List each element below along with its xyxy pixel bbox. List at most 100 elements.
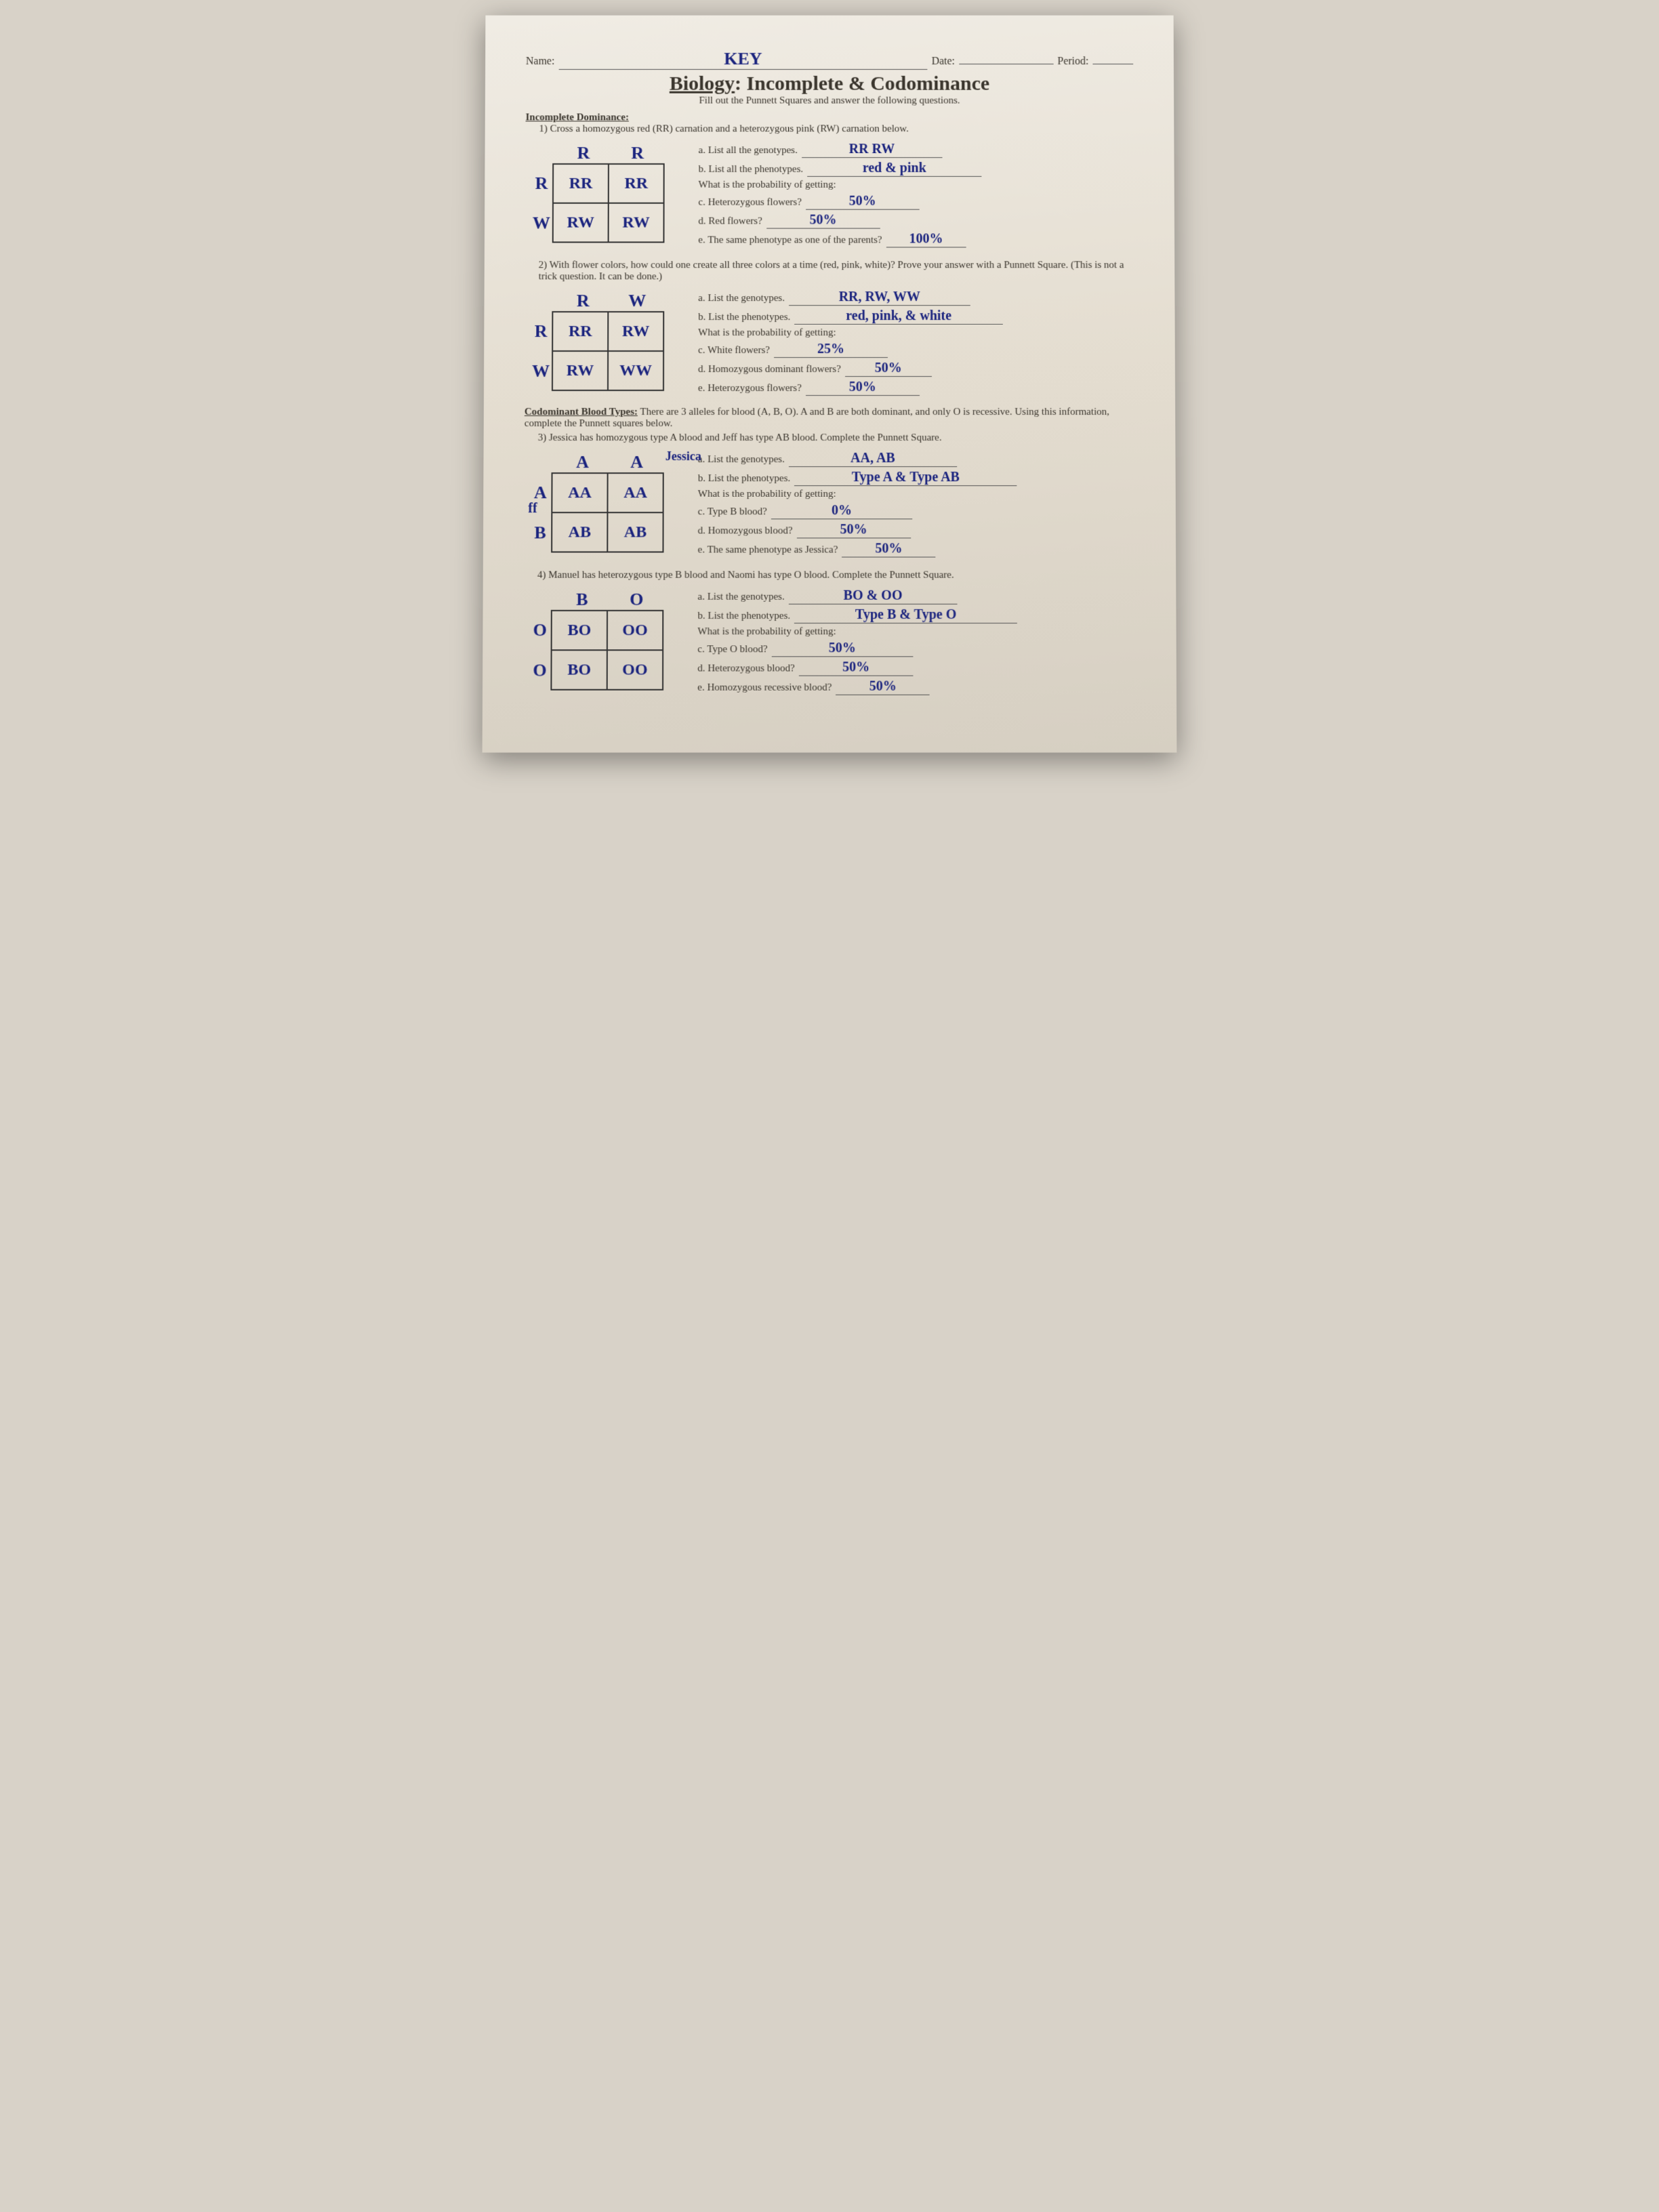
q2-b-ans: red, pink, & white [794, 308, 1003, 325]
q1-cell-10: RW [552, 204, 609, 243]
q1-prob-head: What is the probability of getting: [698, 180, 836, 191]
period-label: Period: [1057, 56, 1088, 68]
q1-b-label: b. List all the phenotypes. [699, 164, 804, 176]
q2-e-label: e. Heterozygous flowers? [698, 383, 802, 394]
q3-cell-01: AA [608, 472, 663, 513]
q3-prob-head: What is the probability of getting: [698, 489, 836, 500]
q3-c-label: c. Type B blood? [698, 506, 767, 518]
q4-top-0: B [555, 590, 609, 610]
q1-d-ans: 50% [766, 213, 880, 229]
q2-d-label: d. Homozygous dominant flowers? [698, 364, 841, 375]
q3-text: Jessica has homozygous type A blood and … [549, 432, 942, 443]
q4-c-ans: 50% [772, 640, 914, 657]
q1-cell-11: RW [609, 204, 665, 243]
q2-top-0: R [556, 291, 610, 311]
q2-number: 2) [539, 260, 548, 270]
q4-b-ans: Type B & Type O [794, 607, 1017, 623]
q4-text-row: 4) Manuel has heterozygous type B blood … [537, 570, 1135, 581]
q4-number: 4) [537, 570, 546, 581]
q1-e-label: e. The same phenotype as one of the pare… [698, 234, 882, 246]
q4-a-ans: BO & OO [789, 588, 958, 605]
q4-text: Manuel has heterozygous type B blood and… [548, 570, 954, 581]
q2-text: With flower colors, how could one create… [539, 260, 1124, 282]
q4-e-label: e. Homozygous recessive blood? [697, 682, 832, 694]
q1-side-0: R [531, 173, 552, 194]
page-title: Biology: Incomplete & Codominance [526, 73, 1134, 96]
q2-punnett: R W R RR RW W RW WW [525, 287, 686, 391]
q3-cell-10: AB [551, 513, 608, 552]
q3-b-ans: Type A & Type AB [794, 470, 1017, 486]
q4-e-ans: 50% [836, 679, 930, 695]
q3-text-row: 3) Jessica has homozygous type A blood a… [538, 432, 1135, 444]
q1-cell-00: RR [552, 163, 609, 204]
q2-side-1: W [530, 361, 552, 382]
q3-d-ans: 50% [796, 522, 910, 538]
q2-c-label: c. White flowers? [698, 345, 770, 356]
q2-answers: a. List the genotypes. RR, RW, WW b. List… [698, 287, 1134, 398]
q4-top-1: O [609, 590, 663, 610]
q3-c-ans: 0% [771, 503, 912, 519]
q1-text-row: 1) Cross a homozygous red (RR) carnation… [539, 123, 1133, 135]
q4-d-label: d. Heterozygous blood? [697, 663, 794, 674]
q2-a-label: a. List the genotypes. [698, 293, 785, 304]
q1-d-label: d. Red flowers? [698, 216, 762, 228]
q1-e-ans: 100% [886, 231, 966, 247]
q3-b-label: b. List the phenotypes. [698, 473, 790, 485]
q4-cell-01: OO [608, 610, 663, 651]
name-value: KEY [558, 49, 927, 70]
q4-b-label: b. List the phenotypes. [697, 611, 790, 622]
q1-answers: a. List all the genotypes. RR RW b. List … [698, 139, 1134, 250]
q1-number: 1) [539, 123, 548, 134]
q3-top-0: A [556, 452, 610, 472]
q4-punnett: B O O BO OO O BO OO [523, 586, 685, 691]
q2-row: R W R RR RW W RW WW [525, 287, 1134, 398]
q2-b-label: b. List the phenotypes. [698, 312, 790, 323]
period-value [1092, 52, 1133, 64]
q2-cell-10: RW [552, 352, 609, 391]
header-row: Name: KEY Date: Period: [526, 49, 1133, 70]
q4-a-label: a. List the genotypes. [697, 592, 784, 603]
page-subtitle: Fill out the Punnett Squares and answer … [526, 96, 1134, 107]
name-label: Name: [526, 56, 555, 68]
q3-note-jessica: Jessica [665, 449, 701, 464]
q3-d-label: d. Homozygous blood? [698, 525, 793, 537]
q1-top-0: R [556, 143, 611, 163]
q2-top-1: W [610, 291, 664, 311]
q3-top-1: A [610, 452, 664, 472]
q1-a-label: a. List all the genotypes. [699, 145, 798, 157]
q3-side-0: A [529, 483, 551, 503]
q4-prob-head: What is the probability of getting: [697, 626, 836, 638]
q3-cell-00: AA [551, 472, 608, 513]
q3-punnett: Jessica A A A AA AA B AB AB [524, 448, 686, 552]
q4-cell-11: OO [608, 651, 663, 690]
q2-d-ans: 50% [845, 361, 932, 377]
q4-cell-10: BO [550, 651, 607, 690]
q2-prob-head: What is the probability of getting: [698, 327, 836, 339]
q3-a-ans: AA, AB [789, 451, 957, 467]
q1-top-1: R [611, 143, 665, 163]
q4-side-1: O [529, 660, 550, 680]
q1-c-ans: 50% [806, 194, 920, 210]
q1-punnett: R R R RR RR W RW RW [525, 139, 687, 243]
q3-row: ff Jessica A A A AA AA B A [524, 448, 1135, 560]
worksheet-page: Name: KEY Date: Period: Biology: Incompl… [483, 16, 1177, 753]
date-label: Date: [931, 56, 955, 68]
q1-c-label: c. Heterozygous flowers? [698, 197, 802, 209]
q1-side-1: W [531, 213, 552, 234]
q3-e-label: e. The same phenotype as Jessica? [698, 544, 838, 556]
q2-a-ans: RR, RW, WW [789, 289, 970, 306]
q3-a-label: a. List the genotypes. [698, 454, 785, 466]
q1-a-ans: RR RW [802, 142, 942, 158]
q3-e-ans: 50% [842, 541, 935, 557]
q3-cell-11: AB [608, 513, 663, 552]
q2-side-0: R [530, 321, 552, 342]
q2-e-ans: 50% [806, 380, 920, 396]
q2-text-row: 2) With flower colors, how could one cre… [539, 260, 1134, 283]
title-underlined: Biology [670, 73, 735, 95]
q3-number: 3) [538, 432, 547, 443]
q2-cell-11: WW [609, 352, 664, 391]
q4-side-0: O [529, 620, 551, 640]
section-codominant: Codominant Blood Types: There are 3 alle… [525, 407, 1135, 430]
q4-answers: a. List the genotypes. BO & OO b. List th… [697, 586, 1136, 698]
q1-row: R R R RR RR W RW RW [525, 139, 1134, 250]
